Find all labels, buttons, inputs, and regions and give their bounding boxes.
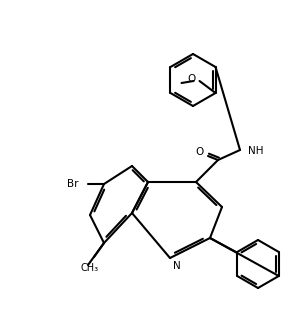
Text: O: O xyxy=(187,74,196,84)
Text: CH₃: CH₃ xyxy=(81,263,99,273)
Text: NH: NH xyxy=(248,146,263,156)
Text: N: N xyxy=(173,261,181,271)
Text: O: O xyxy=(196,147,204,157)
Text: Br: Br xyxy=(67,179,79,189)
